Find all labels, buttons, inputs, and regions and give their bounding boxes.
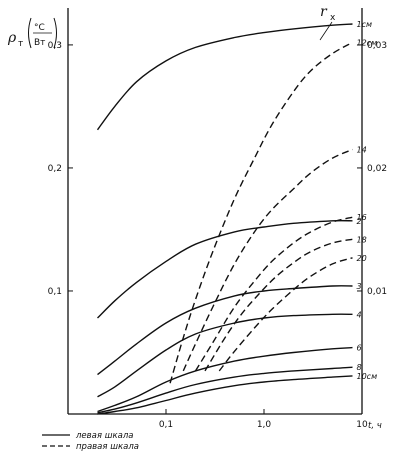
y-axis-bracket-left — [28, 17, 32, 49]
y-right-tick-label: 0,01 — [367, 287, 387, 297]
y-right-tick-label: 0,02 — [367, 164, 387, 174]
series-line-2 — [97, 219, 353, 319]
series-label-14: 14 — [357, 145, 367, 154]
ticks: 0,1 1,0 100,10,20,30,010,020,03 — [48, 41, 387, 430]
series-label-6: 6 — [357, 344, 362, 353]
series-label-1см: 1см — [357, 20, 373, 29]
curves — [96, 23, 353, 415]
y-axis-unit-bottom: Вт — [34, 38, 45, 48]
series-label-20: 20 — [357, 254, 367, 263]
series-label-10см: 10см — [357, 372, 378, 381]
y-left-tick-label: 0,1 — [48, 287, 62, 297]
legend: левая шкала правая шкала — [42, 431, 139, 452]
y-axis-bracket-right — [53, 17, 57, 49]
series-label-8: 8 — [357, 363, 362, 372]
series-label-4: 4 — [357, 310, 362, 319]
y-axis-title: ρ т °C Вт — [7, 17, 57, 49]
y-right-tick-label: 0,03 — [367, 41, 387, 51]
series-label-16: 16 — [357, 213, 367, 222]
y-axis-subscript: т — [18, 39, 23, 49]
legend-dashed-label: правая шкала — [76, 442, 139, 452]
y-left-tick-label: 0,2 — [48, 164, 62, 174]
series-line-12см — [169, 41, 353, 384]
series-line-3 — [97, 285, 353, 376]
x-tick-label: 1,0 — [257, 420, 272, 430]
series-line-6 — [97, 346, 353, 413]
series-label-18: 18 — [357, 235, 367, 244]
axes — [67, 8, 363, 415]
top-annotation-symbol: r — [320, 4, 328, 20]
y-axis-unit-top: °C — [34, 23, 45, 33]
top-annotation-subscript: x — [330, 13, 336, 23]
x-tick-label: 0,1 — [159, 420, 173, 430]
series-line-8 — [97, 366, 353, 414]
series-line-14 — [182, 148, 353, 372]
x-tick-label: 10 — [356, 420, 368, 430]
top-annotation: r x — [319, 4, 336, 41]
x-axis-title: t, ч — [368, 421, 382, 431]
series-line-10см — [97, 375, 353, 415]
series-label-3: 3 — [357, 282, 362, 291]
y-axis-symbol: ρ — [7, 30, 17, 46]
top-annotation-leader — [319, 21, 333, 41]
series-line-20 — [218, 257, 353, 372]
series-line-18 — [204, 238, 353, 372]
series-line-4 — [97, 313, 353, 398]
series-line-1см — [96, 23, 353, 131]
legend-solid-label: левая шкала — [75, 431, 133, 441]
series-label-2: 2 — [357, 217, 362, 226]
series-label-12см: 12см — [357, 38, 378, 47]
series-line-16 — [194, 216, 353, 372]
